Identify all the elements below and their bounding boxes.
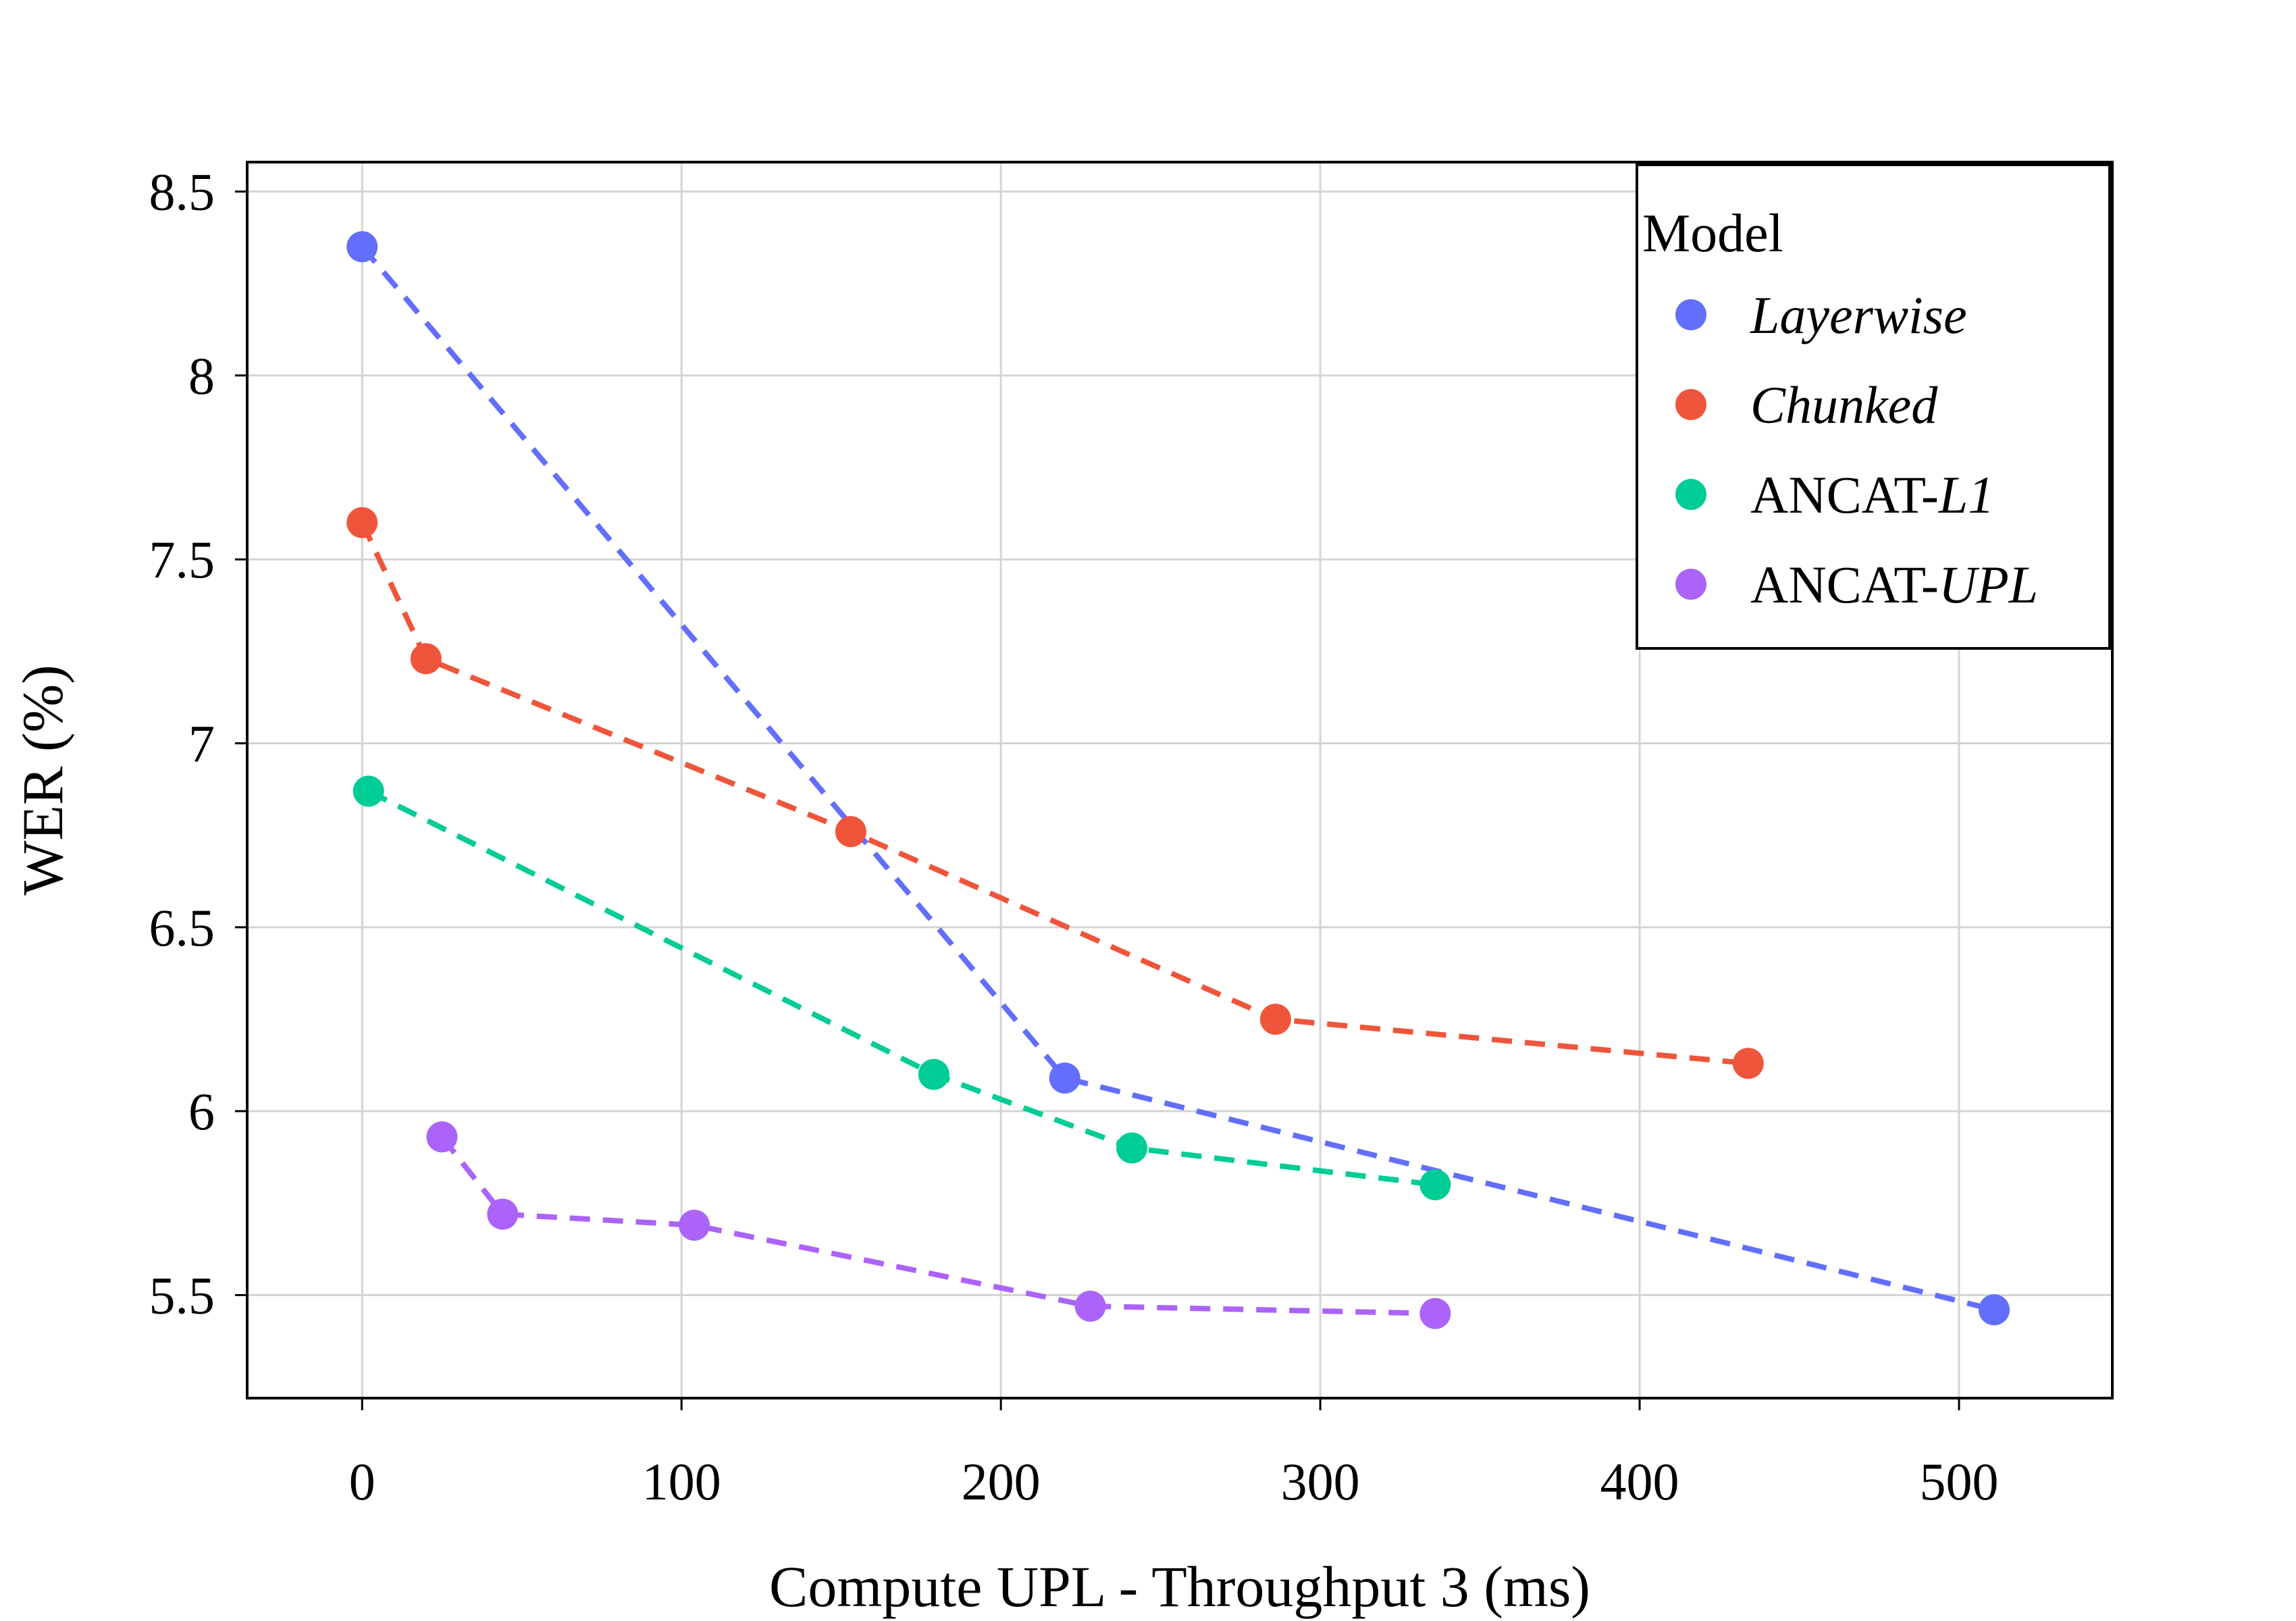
data-point-ancat-upl (1074, 1290, 1106, 1322)
x-tick-label: 0 (349, 1452, 375, 1511)
data-point-ancat-upl (1419, 1297, 1451, 1329)
series-layer (346, 231, 2010, 1329)
series-line-chunked (359, 521, 1749, 1066)
data-point-layerwise (1049, 1062, 1080, 1094)
plot-frame (246, 161, 2114, 1399)
tick-layer: 0 100 200 300 400 500 5.5 6 6.5 7 7.5 8 8.5 (149, 163, 1999, 1511)
series-line-ancat-upl (440, 1135, 1436, 1316)
x-tick-label: 400 (1600, 1452, 1679, 1511)
x-tick-label: 100 (642, 1452, 721, 1511)
legend-marker (1675, 479, 1706, 510)
y-tick-label: 7.5 (149, 530, 215, 589)
data-point-ancat-upl (487, 1198, 519, 1230)
x-tick-label: 200 (962, 1452, 1041, 1511)
series-line-ancat-l1 (367, 788, 1436, 1188)
legend-label-italic: UPL (1939, 555, 2038, 614)
data-point-ancat-upl (426, 1121, 458, 1153)
x-tick-label: 500 (1919, 1452, 1998, 1511)
legend-marker (1675, 389, 1706, 420)
legend-title: Model (1642, 204, 1783, 263)
data-point-layerwise (1979, 1294, 2010, 1326)
data-point-ancat-l1 (353, 775, 384, 807)
y-axis-title: WER (%) (10, 665, 75, 895)
data-point-chunked (346, 507, 378, 538)
data-point-ancat-l1 (1419, 1169, 1451, 1201)
legend-label-italic: Chunked (1750, 376, 1938, 434)
data-point-chunked (410, 643, 442, 675)
data-point-ancat-upl (679, 1210, 710, 1241)
legend-label-prefix: ANCAT- (1750, 555, 1939, 614)
legend-label-italic: L1 (1938, 465, 1994, 524)
legend-label: Chunked (1750, 376, 1938, 434)
y-tick-label: 5.5 (149, 1266, 215, 1325)
y-tick-label: 6 (188, 1082, 215, 1141)
legend-label: ANCAT-L1 (1750, 465, 1994, 524)
y-tick-label: 8 (188, 346, 215, 405)
data-point-layerwise (346, 231, 378, 263)
legend-marker (1675, 299, 1706, 330)
data-point-chunked (1259, 1004, 1291, 1035)
data-point-chunked (1732, 1048, 1764, 1079)
data-point-ancat-l1 (918, 1058, 949, 1090)
x-tick-label: 300 (1281, 1452, 1360, 1511)
legend-label-prefix: ANCAT- (1750, 465, 1939, 524)
y-tick-label: 6.5 (149, 898, 215, 957)
legend-marker (1675, 569, 1706, 600)
legend-label: Layerwise (1750, 286, 1967, 344)
y-tick-label: 8.5 (149, 163, 215, 222)
data-point-chunked (835, 816, 866, 848)
y-tick-label: 7 (188, 715, 215, 773)
legend-box (1636, 163, 2111, 650)
series-line-layerwise (360, 245, 1995, 1313)
data-point-ancat-l1 (1116, 1132, 1148, 1164)
legend-label-italic: Layerwise (1750, 286, 1967, 344)
legend-label: ANCAT-UPL (1750, 555, 2038, 614)
x-axis-title: Compute UPL - Throughput 3 (ms) (769, 1554, 1590, 1619)
